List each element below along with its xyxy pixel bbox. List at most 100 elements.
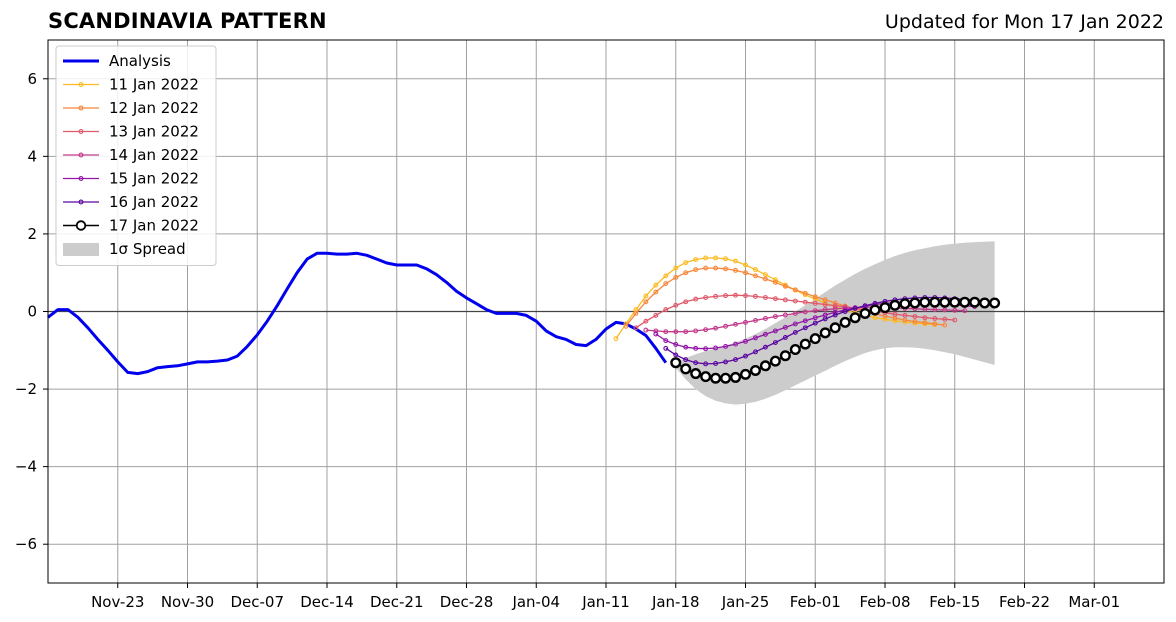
- data-point: [979, 297, 991, 309]
- data-point: [812, 300, 818, 306]
- data-point: [693, 345, 699, 351]
- legend-item: 14 Jan 2022: [63, 146, 199, 164]
- legend-item: 15 Jan 2022: [63, 170, 199, 188]
- data-point: [753, 335, 758, 341]
- data-point: [772, 296, 778, 302]
- legend-item: 17 Jan 2022: [63, 217, 199, 235]
- data-point: [700, 371, 712, 383]
- x-tick-label: Dec-14: [300, 593, 354, 611]
- data-point: [673, 342, 679, 347]
- data-point: [772, 328, 778, 334]
- legend-marker: [78, 129, 84, 134]
- legend-marker: [78, 105, 84, 111]
- data-point: [909, 297, 921, 309]
- data-point: [743, 262, 748, 268]
- data-point: [753, 273, 758, 279]
- data-point: [633, 310, 639, 316]
- data-point: [932, 316, 938, 321]
- series-line: [665, 296, 985, 365]
- legend-item: 13 Jan 2022: [63, 123, 199, 141]
- data-point: [723, 343, 729, 349]
- series-line: [645, 306, 965, 333]
- legend-item: 16 Jan 2022: [63, 193, 199, 211]
- data-point: [902, 312, 908, 318]
- y-tick-label: 4: [27, 147, 37, 165]
- data-point: [969, 296, 981, 308]
- legend-item: 12 Jan 2022: [63, 99, 199, 117]
- data-point: [812, 308, 818, 314]
- data-point: [753, 349, 758, 355]
- data-point: [772, 314, 778, 319]
- data-point: [673, 329, 679, 335]
- legend-label: 12 Jan 2022: [109, 99, 199, 117]
- chart-subtitle: Updated for Mon 17 Jan 2022: [884, 11, 1164, 33]
- data-point: [782, 283, 788, 289]
- data-point: [822, 307, 828, 313]
- data-point: [879, 302, 891, 314]
- y-tick-label: −2: [15, 380, 37, 398]
- data-point: [869, 304, 881, 316]
- data-point: [703, 295, 709, 300]
- data-point: [802, 325, 808, 331]
- data-point: [653, 282, 659, 288]
- data-point: [782, 335, 788, 340]
- data-point: [769, 355, 781, 367]
- data-point: [740, 368, 752, 380]
- data-point: [922, 315, 928, 321]
- data-point: [749, 364, 761, 376]
- data-point: [859, 307, 871, 319]
- legend-label: 11 Jan 2022: [109, 76, 199, 94]
- data-point: [762, 276, 768, 282]
- data-point: [792, 321, 798, 327]
- data-point: [882, 316, 888, 322]
- data-point: [733, 321, 738, 327]
- data-point: [792, 329, 798, 335]
- legend-item: Analysis: [63, 52, 171, 70]
- data-point: [683, 260, 689, 266]
- data-point: [713, 265, 719, 271]
- legend-item: 11 Jan 2022: [63, 76, 199, 94]
- series-analysis: [47, 251, 668, 376]
- y-tick-label: 6: [27, 70, 37, 88]
- data-point: [952, 317, 958, 323]
- data-point: [693, 328, 699, 334]
- series-13-jan-2022: [633, 292, 958, 331]
- data-point: [832, 312, 838, 318]
- data-point: [690, 368, 702, 380]
- data-point: [949, 296, 961, 308]
- data-point: [802, 299, 808, 305]
- data-point: [762, 316, 768, 321]
- y-tick-label: 2: [27, 225, 37, 243]
- legend-label: 13 Jan 2022: [109, 123, 199, 141]
- data-point: [852, 305, 858, 311]
- legend-marker: [78, 152, 84, 158]
- series-12-jan-2022: [623, 265, 948, 329]
- data-point: [653, 289, 659, 295]
- series-line: [635, 294, 955, 329]
- data-point: [673, 274, 679, 280]
- data-point: [713, 293, 719, 299]
- data-point: [723, 256, 729, 262]
- data-point: [832, 300, 838, 306]
- data-point: [723, 323, 729, 329]
- x-tick-label: Jan-04: [511, 593, 560, 611]
- data-point: [829, 322, 841, 334]
- data-point: [989, 297, 1001, 309]
- data-point: [822, 297, 828, 303]
- data-point: [683, 357, 689, 363]
- x-tick-label: Mar-01: [1068, 593, 1120, 611]
- data-point: [812, 294, 818, 300]
- data-point: [693, 267, 699, 273]
- data-point: [939, 296, 951, 308]
- data-point: [653, 312, 659, 318]
- data-point: [613, 336, 619, 342]
- y-axis: −6 −4 −2 0 2 4 6: [15, 70, 48, 553]
- x-tick-label: Dec-21: [370, 593, 424, 611]
- data-point: [663, 329, 669, 335]
- data-point: [693, 257, 699, 262]
- y-tick-label: −6: [15, 535, 37, 553]
- x-tick-label: Feb-22: [999, 593, 1050, 611]
- data-point: [663, 345, 669, 351]
- data-point: [772, 277, 778, 283]
- data-point: [733, 267, 738, 273]
